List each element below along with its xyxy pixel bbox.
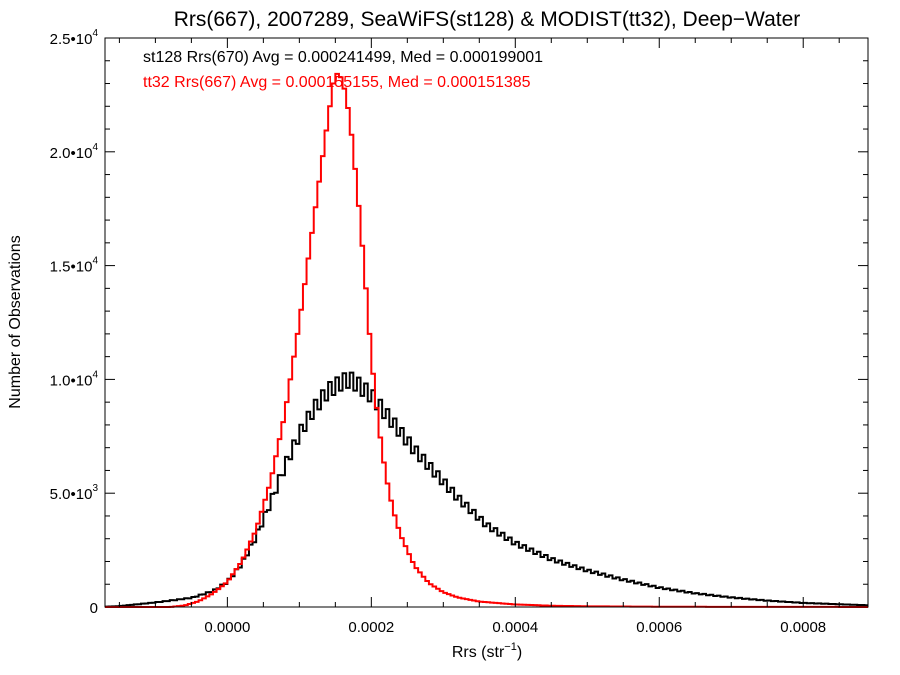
y-tick-mantissa: 1.5•10 xyxy=(50,259,93,276)
x-axis-label-close: ) xyxy=(517,644,522,661)
annotation-st128-stats: st128 Rrs(670) Avg = 0.000241499, Med = … xyxy=(143,49,543,66)
x-axis: 0.0000 0.0002 0.0004 0.0006 0.0008 xyxy=(118,38,840,636)
y-tick-label: 5.0•103 xyxy=(50,483,99,503)
x-tick-label: 0.0000 xyxy=(204,619,250,636)
y-tick-exponent: 4 xyxy=(92,142,98,153)
x-tick-label: 0.0002 xyxy=(348,619,394,636)
x-axis-label-main: Rrs (str xyxy=(452,644,505,661)
x-tick-label: 0.0004 xyxy=(492,619,538,636)
x-axis-label-exponent: −1 xyxy=(504,641,517,653)
x-tick-label: 0.0006 xyxy=(636,619,682,636)
y-tick-label: 1.5•104 xyxy=(50,256,99,276)
y-tick-label: 2.5•104 xyxy=(50,28,99,48)
y-tick-exponent: 4 xyxy=(92,28,98,39)
x-tick-label: 0.0008 xyxy=(780,619,826,636)
y-tick-mantissa: 5.0•10 xyxy=(50,486,93,503)
annotation-tt32-stats: tt32 Rrs(667) Avg = 0.000155155, Med = 0… xyxy=(143,74,531,91)
chart-title: Rrs(667), 2007289, SeaWiFS(st128) & MODI… xyxy=(174,8,801,31)
y-tick-mantissa: 2.5•10 xyxy=(50,31,93,48)
y-tick-label: 0 xyxy=(90,600,98,617)
y-tick-exponent: 4 xyxy=(92,256,98,267)
y-tick-exponent: 4 xyxy=(92,369,98,380)
y-tick-exponent: 3 xyxy=(92,483,98,494)
y-axis-label: Number of Observations xyxy=(7,235,24,408)
series-st128-line xyxy=(105,371,868,608)
y-tick-label: 2.0•104 xyxy=(50,142,99,162)
x-axis-label: Rrs (str−1) xyxy=(452,641,522,661)
y-tick-mantissa: 1.0•10 xyxy=(50,372,93,389)
y-tick-label: 1.0•104 xyxy=(50,369,99,389)
series-layer xyxy=(105,72,868,608)
y-tick-mantissa: 2.0•10 xyxy=(50,145,93,162)
annotations: st128 Rrs(670) Avg = 0.000241499, Med = … xyxy=(143,49,543,91)
plot-frame xyxy=(104,37,869,608)
